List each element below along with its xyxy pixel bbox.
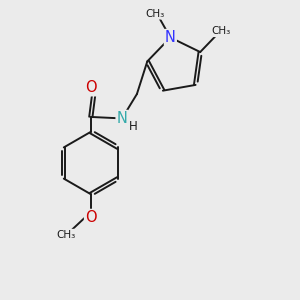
Text: N: N	[117, 111, 128, 126]
Text: CH₃: CH₃	[212, 26, 231, 36]
Text: CH₃: CH₃	[145, 9, 164, 19]
Text: CH₃: CH₃	[56, 230, 76, 240]
Text: O: O	[85, 80, 97, 95]
Text: H: H	[129, 120, 138, 133]
Text: N: N	[165, 30, 176, 45]
Text: O: O	[85, 210, 97, 225]
